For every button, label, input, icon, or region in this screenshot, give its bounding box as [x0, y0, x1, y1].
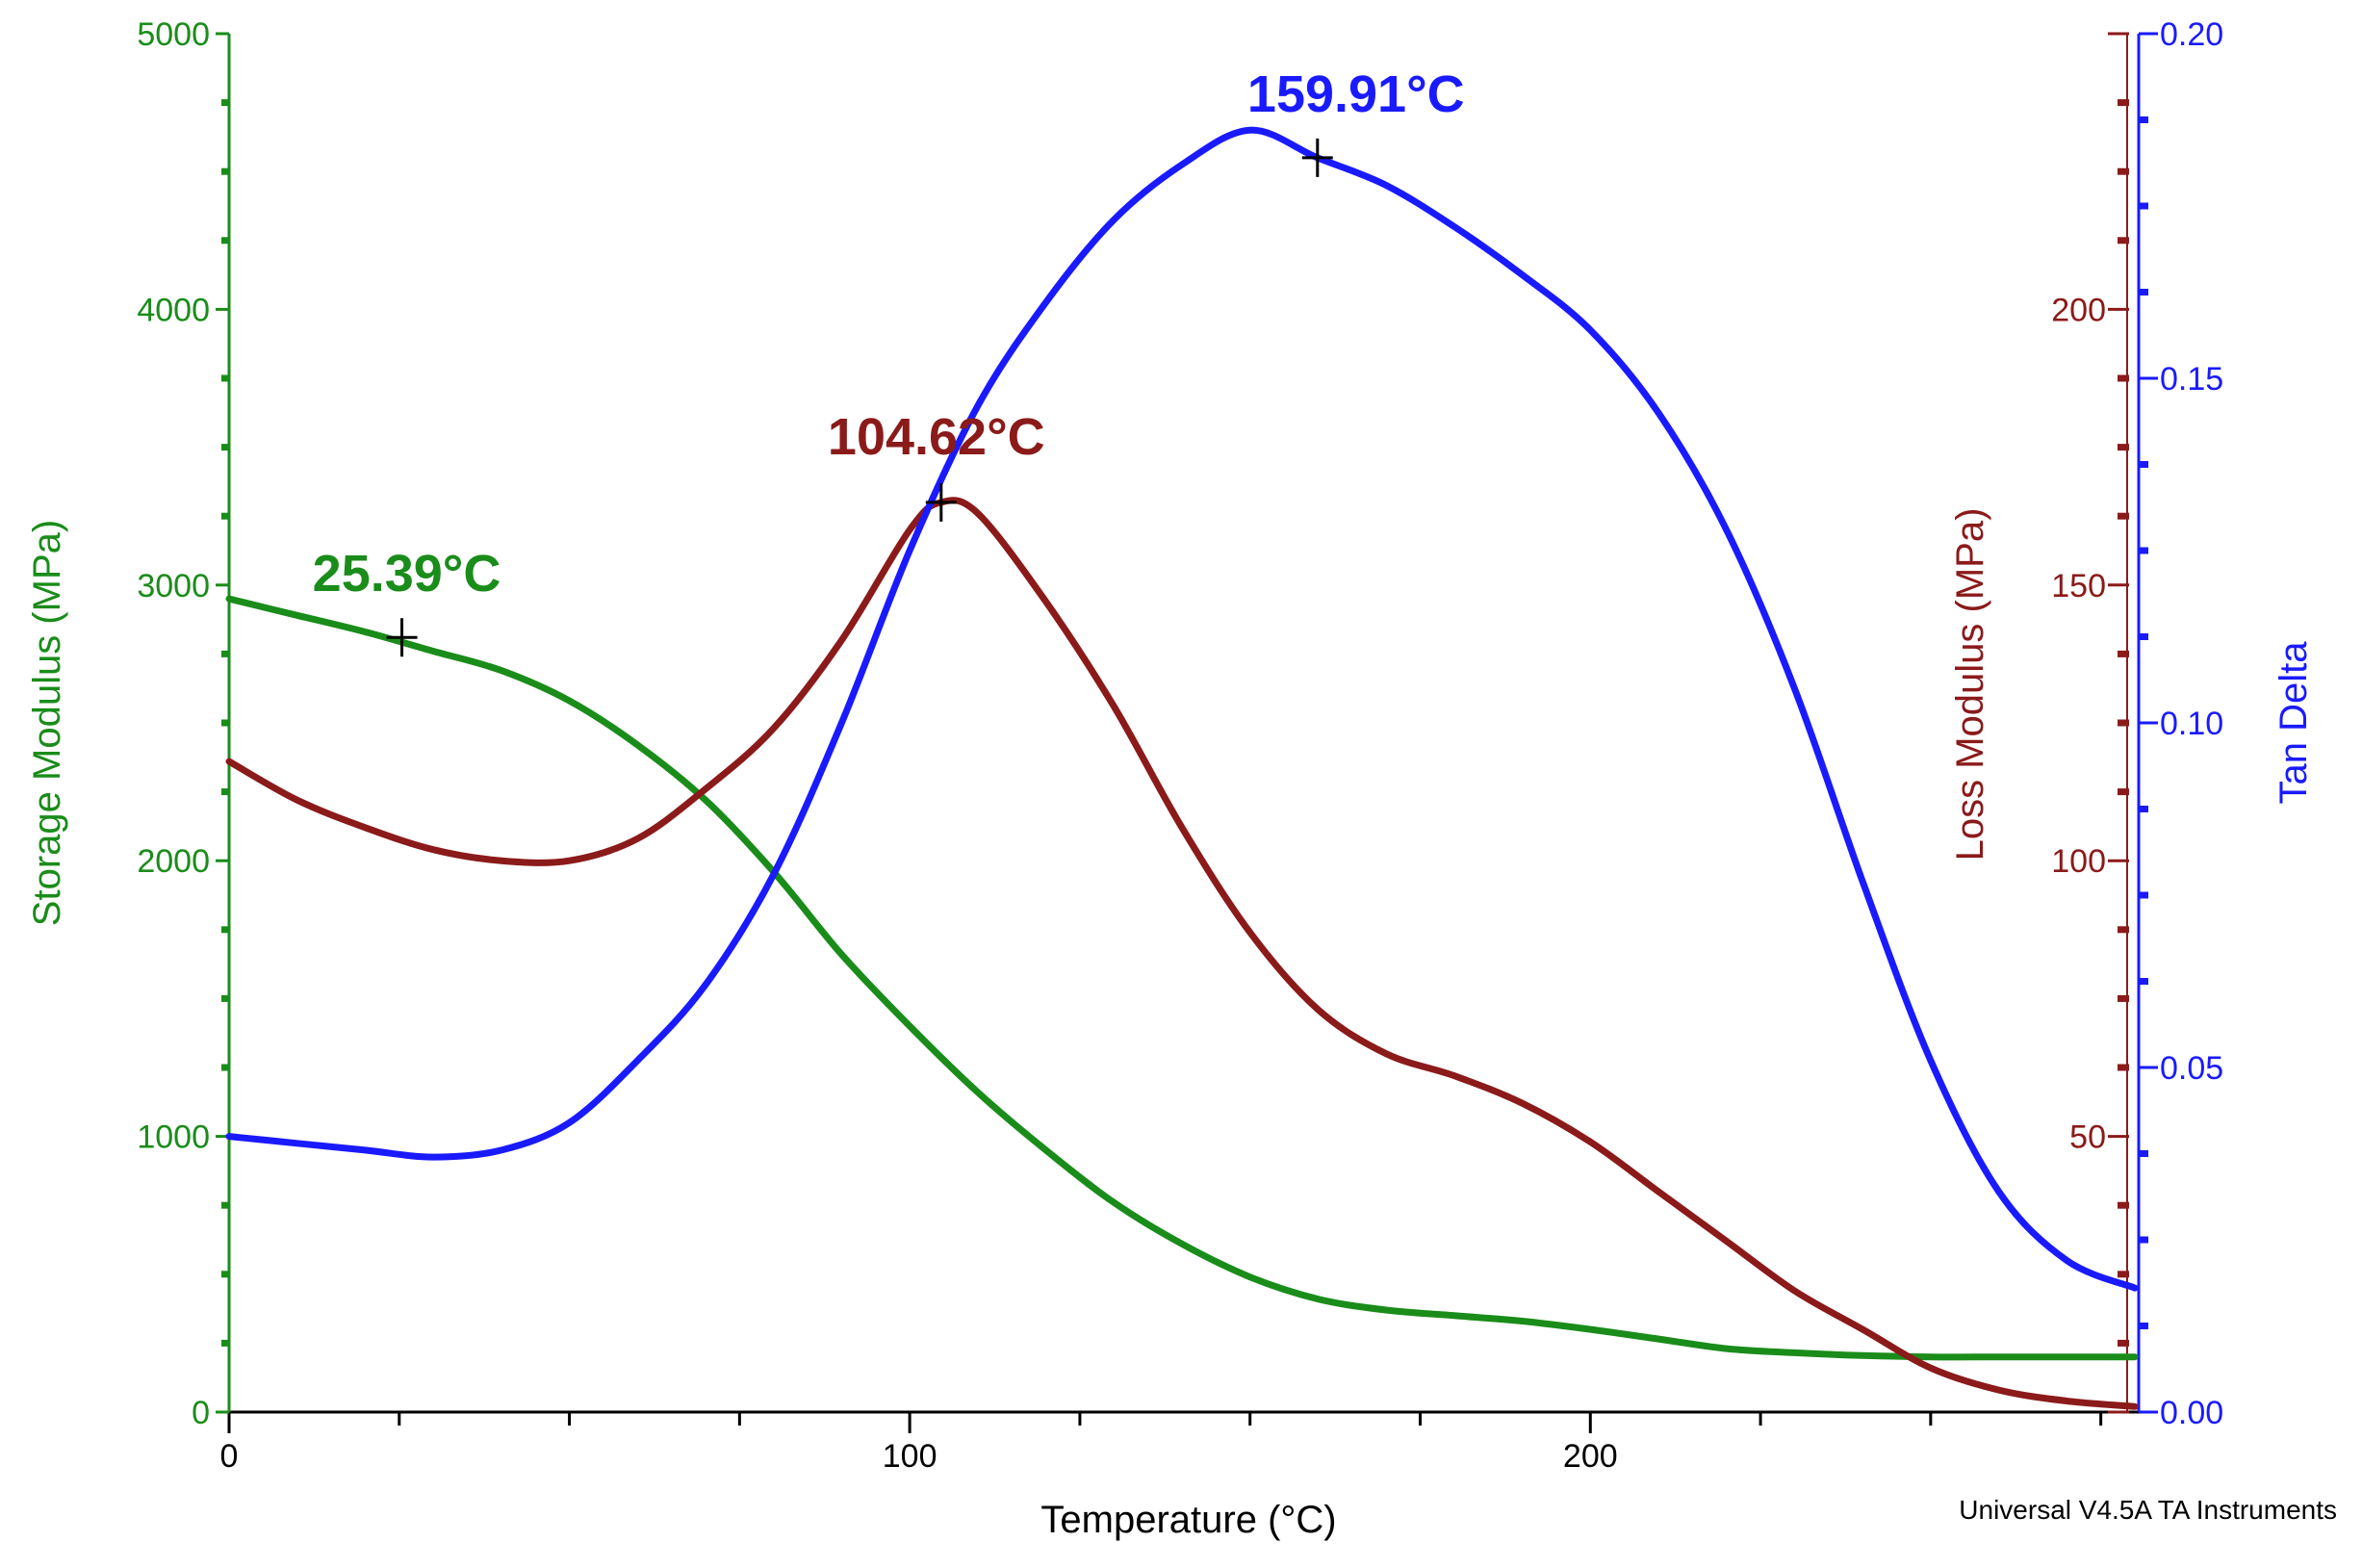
- loss-tick-label: 150: [2051, 568, 2106, 604]
- loss-tick-label: 200: [2051, 292, 2106, 328]
- peak-label: 104.62°C: [828, 408, 1045, 466]
- annotation-layer: 25.39°C 104.62°C 159.91°C: [313, 65, 1465, 657]
- tan-tick-label: 0.00: [2160, 1395, 2223, 1431]
- tan-tick-label: 0.05: [2160, 1050, 2223, 1087]
- peak-label: 159.91°C: [1247, 65, 1465, 123]
- tan-tick-label: 0.20: [2160, 16, 2223, 53]
- storage-tick-label: 4000: [137, 292, 210, 328]
- loss-tick-label: 50: [2069, 1119, 2106, 1156]
- x-tick-label: 100: [883, 1438, 937, 1475]
- software-footer: Universal V4.5A TA Instruments: [1959, 1495, 2337, 1525]
- x-tick-label: 200: [1563, 1438, 1618, 1475]
- tan-delta-line: [225, 126, 2139, 1292]
- loss-axis-title: Loss Modulus (MPa): [1949, 508, 1991, 861]
- tan-tick-label: 0.10: [2160, 706, 2223, 742]
- storage-tick-label: 1000: [137, 1119, 210, 1156]
- peak-label: 25.39°C: [313, 545, 501, 603]
- storage-modulus-line: [225, 595, 2139, 1361]
- x-axis-title: Temperature (°C): [1040, 1499, 1336, 1541]
- tan-axis-title: Tan Delta: [2272, 641, 2315, 805]
- storage-tick-label: 5000: [137, 16, 210, 53]
- storage-tick-label: 0: [192, 1395, 210, 1431]
- storage-tick-label: 2000: [137, 843, 210, 880]
- storage-tick-label: 3000: [137, 568, 210, 604]
- storage-axis-title: Storage Modulus (MPa): [26, 520, 68, 926]
- loss-modulus-line: [225, 497, 2139, 1410]
- x-tick-label: 0: [220, 1438, 239, 1475]
- loss-tick-label: 100: [2051, 843, 2106, 880]
- series-layer: [225, 126, 2139, 1410]
- tan-tick-label: 0.15: [2160, 361, 2223, 398]
